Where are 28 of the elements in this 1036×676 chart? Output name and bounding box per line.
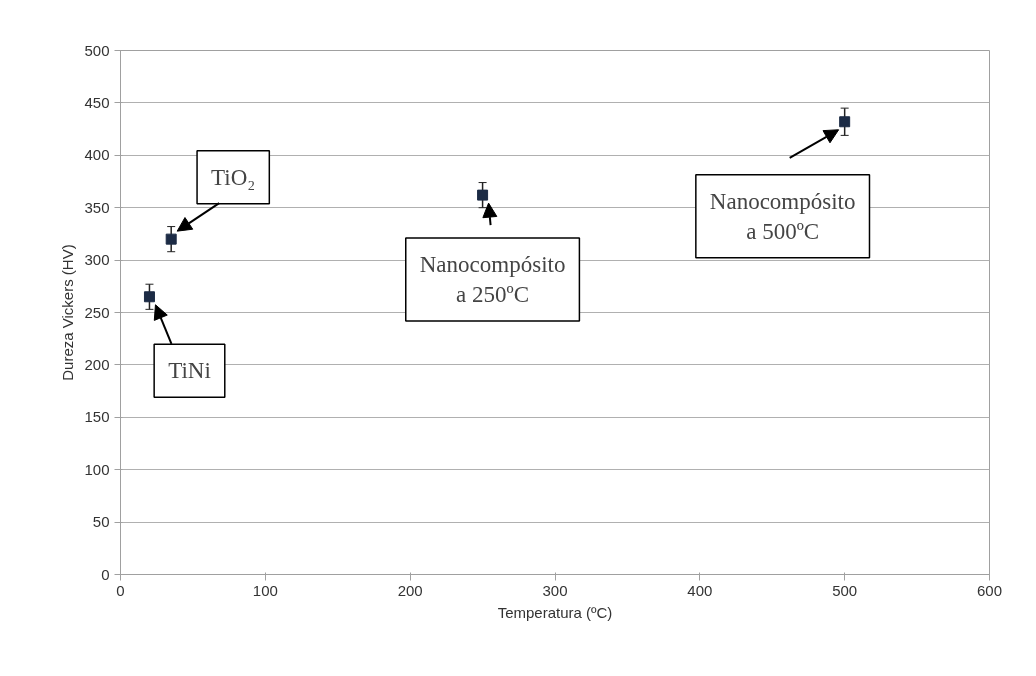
y-tick-label: 300 <box>84 251 110 269</box>
x-tick-label: 0 <box>116 581 125 599</box>
annotation: TiO₂ <box>211 164 256 190</box>
x-tick-label: 600 <box>976 581 1003 599</box>
y-tick-label: 50 <box>92 513 110 531</box>
y-tick-label: 0 <box>101 565 110 583</box>
y-tick-label: 450 <box>84 93 110 111</box>
x-axis-title: Temperatura (ºC) <box>497 603 613 621</box>
x-tick-label: 100 <box>252 581 278 599</box>
y-tick-label: 150 <box>84 408 110 426</box>
y-tick-label: 500 <box>84 41 110 59</box>
x-tick-label: 200 <box>397 581 423 599</box>
point <box>477 189 489 201</box>
y-tick-label: 350 <box>84 198 110 216</box>
x-tick-label: 400 <box>687 581 713 599</box>
point <box>143 291 155 303</box>
y-tick-label: 400 <box>84 146 110 164</box>
annotation: Nanocompósito a 500ºC <box>709 188 856 244</box>
point <box>165 233 177 245</box>
y-axis-title: Dureza Vickers (HV) <box>59 244 77 381</box>
y-tick-label: 100 <box>84 460 110 478</box>
x-tick-label: 300 <box>542 581 568 599</box>
y-tick-label: 200 <box>84 355 110 373</box>
annotation: TiNi <box>168 358 211 384</box>
point <box>839 116 851 128</box>
y-tick-label: 250 <box>84 303 110 321</box>
x-tick-label: 500 <box>832 581 858 599</box>
annotation: Nanocompósito a 250ºC <box>419 252 566 308</box>
